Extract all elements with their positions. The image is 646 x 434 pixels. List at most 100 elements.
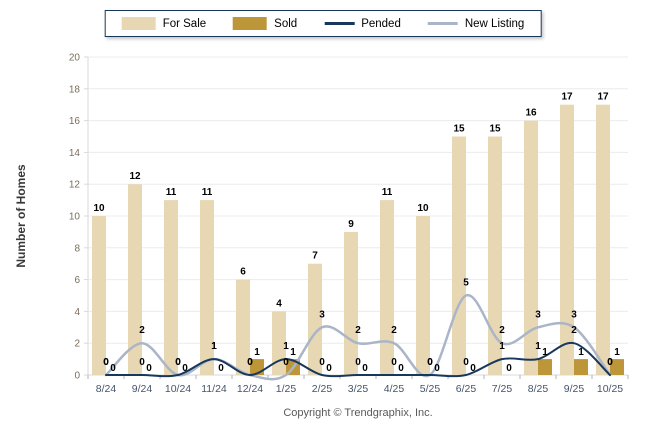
- y-tick-label: 18: [69, 84, 81, 95]
- sold-bar: [610, 359, 624, 375]
- sold-value-label: 1: [254, 347, 260, 358]
- new-listing-value-label: 2: [139, 325, 145, 336]
- legend-item-sold: Sold: [233, 17, 297, 30]
- for-sale-bar: [380, 200, 394, 375]
- pended-value-label: 0: [175, 357, 181, 368]
- copyright-text: Copyright © Trendgraphix, Inc.: [283, 407, 433, 419]
- sold-value-label: 0: [398, 363, 404, 374]
- legend-item-new-listing: New Listing: [427, 17, 525, 30]
- x-tick-label: 10/24: [165, 383, 191, 395]
- for-sale-bar: [164, 200, 178, 375]
- y-tick-label: 8: [74, 243, 80, 254]
- for-sale-value-label: 15: [453, 124, 465, 135]
- new-listing-value-label: 0: [427, 357, 433, 368]
- for-sale-bar: [92, 216, 106, 375]
- legend-label-sold: Sold: [274, 17, 298, 30]
- sold-value-label: 1: [614, 347, 620, 358]
- new-listing-value-label: 3: [319, 309, 325, 320]
- new-listing-value-label: 2: [355, 325, 361, 336]
- new-listing-value-label: 3: [571, 309, 577, 320]
- y-tick-label: 10: [69, 212, 81, 223]
- y-tick-label: 2: [74, 339, 80, 350]
- pended-value-label: 0: [139, 357, 145, 368]
- y-tick-label: 20: [69, 53, 81, 64]
- x-tick-label: 12/24: [237, 383, 263, 395]
- for-sale-bar: [416, 216, 430, 375]
- legend: For Sale Sold Pended New Listing: [104, 10, 542, 37]
- x-tick-label: 11/24: [201, 383, 227, 395]
- sold-value-label: 0: [362, 363, 368, 374]
- sold-bar: [538, 359, 552, 375]
- new-listing-value-label: 0: [103, 357, 109, 368]
- for-sale-value-label: 17: [597, 92, 609, 103]
- legend-label-pended: Pended: [361, 17, 401, 30]
- pended-value-label: 0: [427, 357, 433, 368]
- for-sale-bar: [344, 231, 358, 375]
- x-tick-label: 3/25: [348, 383, 369, 395]
- for-sale-bar: [236, 279, 250, 375]
- sold-value-label: 0: [506, 363, 512, 374]
- pended-line-swatch: [324, 22, 355, 25]
- x-tick-label: 10/25: [597, 383, 623, 395]
- pended-value-label: 0: [355, 357, 361, 368]
- x-tick-label: 8/24: [96, 383, 117, 395]
- for-sale-value-label: 10: [93, 203, 105, 214]
- for-sale-value-label: 11: [166, 187, 177, 198]
- new-listing-value-label: 3: [535, 309, 541, 320]
- for-sale-value-label: 12: [129, 171, 141, 182]
- for-sale-value-label: 4: [276, 298, 282, 309]
- sold-value-label: 0: [110, 363, 116, 374]
- sold-swatch: [233, 17, 268, 30]
- legend-item-pended: Pended: [324, 18, 401, 30]
- new-listing-line-swatch: [427, 22, 458, 25]
- new-listing-value-label: 0: [247, 357, 253, 368]
- pended-value-label: 0: [103, 357, 109, 368]
- pended-value-label: 1: [535, 341, 541, 352]
- pended-value-label: 0: [319, 357, 325, 368]
- legend-item-for-sale: For Sale: [121, 17, 207, 30]
- for-sale-bar: [128, 184, 142, 375]
- for-sale-value-label: 17: [561, 92, 573, 103]
- x-tick-label: 9/24: [132, 383, 153, 395]
- for-sale-bar: [452, 136, 466, 375]
- pended-line: [105, 342, 611, 378]
- new-listing-value-label: 0: [607, 357, 613, 368]
- pended-value-label: 0: [463, 357, 469, 368]
- new-listing-value-label: 5: [463, 278, 469, 289]
- x-tick-label: 4/25: [384, 383, 405, 395]
- sold-value-label: 0: [146, 363, 152, 374]
- new-listing-line: [104, 294, 612, 381]
- sold-value-label: 1: [578, 347, 584, 358]
- legend-label-for-sale: For Sale: [162, 17, 207, 30]
- pended-value-label: 1: [283, 341, 289, 352]
- y-tick-label: 16: [69, 116, 81, 127]
- new-listing-value-label: 2: [391, 325, 397, 336]
- pended-value-label: 2: [571, 325, 577, 336]
- for-sale-bar: [488, 136, 502, 375]
- y-tick-label: 14: [69, 148, 81, 159]
- new-listing-value-label: 0: [175, 357, 181, 368]
- for-sale-value-label: 10: [417, 203, 429, 214]
- for-sale-bar: [596, 104, 610, 375]
- sold-value-label: 0: [470, 363, 476, 374]
- y-tick-label: 0: [74, 371, 80, 382]
- y-tick-label: 12: [69, 180, 81, 191]
- x-tick-label: 8/25: [528, 383, 549, 395]
- sold-value-label: 0: [182, 363, 188, 374]
- x-tick-label: 7/25: [492, 383, 513, 395]
- sold-value-label: 0: [218, 363, 224, 374]
- pended-value-label: 0: [607, 357, 613, 368]
- x-tick-label: 2/25: [312, 383, 333, 395]
- for-sale-value-label: 6: [240, 267, 246, 278]
- new-listing-value-label: 2: [499, 325, 505, 336]
- for-sale-bar: [200, 200, 214, 375]
- y-tick-label: 6: [74, 275, 80, 286]
- for-sale-bar: [308, 263, 322, 375]
- for-sale-value-label: 7: [312, 251, 318, 262]
- for-sale-value-label: 11: [202, 187, 213, 198]
- for-sale-swatch: [121, 17, 156, 30]
- legend-label-new-listing: New Listing: [464, 17, 525, 30]
- for-sale-value-label: 9: [348, 219, 354, 230]
